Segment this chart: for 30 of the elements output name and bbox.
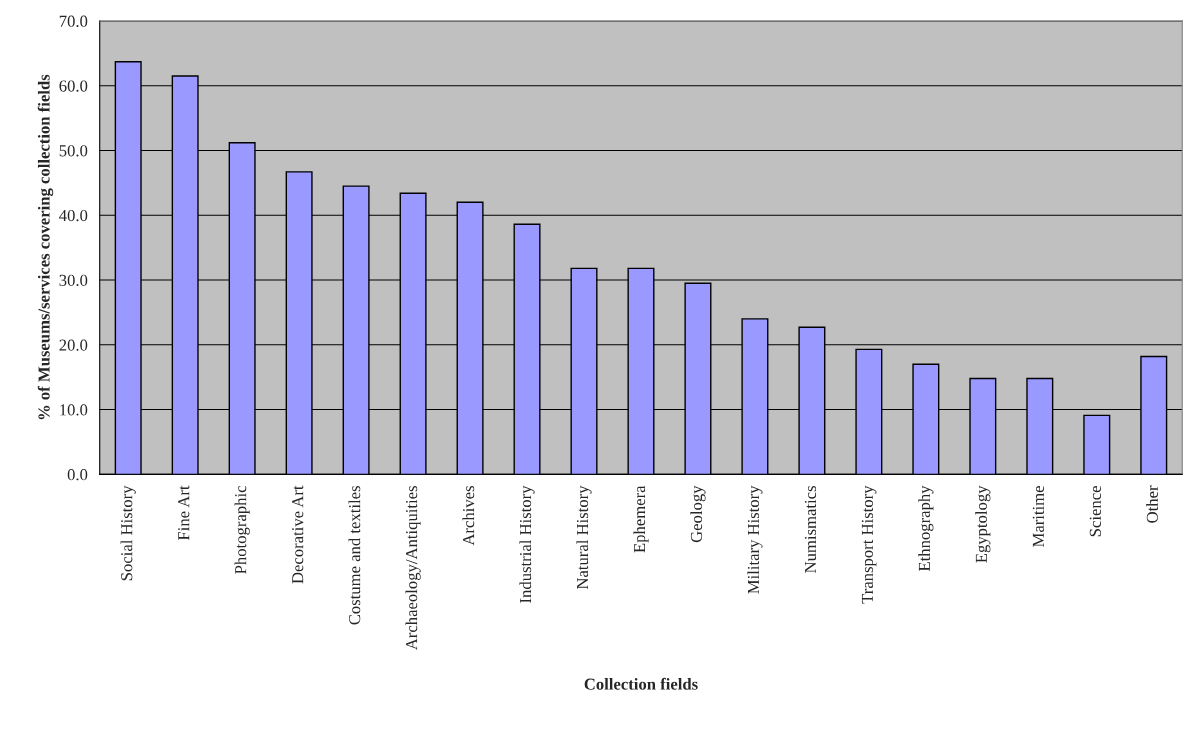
x-axis-title: Collection fields xyxy=(584,677,698,690)
x-tick-label: Military History xyxy=(747,485,763,594)
y-tick-label: 60.0 xyxy=(59,80,88,92)
x-tick-label: Ephemera xyxy=(633,485,649,553)
bar xyxy=(1083,414,1111,475)
x-tick-label: Decorative Art xyxy=(292,485,304,584)
x-tick-label: Natural History xyxy=(576,485,592,590)
y-tick-label: 20.0 xyxy=(59,339,88,351)
x-tick-label: Archives xyxy=(462,486,475,546)
y-tick-label: 0.0 xyxy=(67,469,88,481)
x-tick-label: Other xyxy=(1146,485,1158,523)
x-tick-label: Costume and textiles xyxy=(348,486,361,625)
x-tick-label: Numismatics xyxy=(804,486,817,573)
x-tick-label: Maritime xyxy=(1032,486,1044,547)
y-tick-label: 30.0 xyxy=(59,274,88,287)
x-tick-label: Archaeology/Antiquities xyxy=(405,486,421,651)
y-axis-title: % of Museums/services covering collection fields xyxy=(37,74,54,420)
y-tick-label: 50.0 xyxy=(59,145,88,157)
y-tick-label: 40.0 xyxy=(59,209,88,222)
x-tick-label: Photographic xyxy=(234,485,250,574)
y-tick-label: 10.0 xyxy=(60,404,88,416)
x-tick-label: Egyptology xyxy=(975,485,991,563)
x-tick-label: Industrial History xyxy=(519,485,535,603)
x-tick-label: Science xyxy=(1089,486,1101,537)
x-tick-label: Social History xyxy=(120,485,136,581)
x-tick-label: Fine Art xyxy=(178,485,190,541)
x-tick-label: Ethnography xyxy=(918,485,934,572)
x-tick-label: Geology xyxy=(690,485,706,543)
x-tick-label: Transport History xyxy=(861,485,877,604)
y-tick-label: 70.0 xyxy=(59,15,88,27)
